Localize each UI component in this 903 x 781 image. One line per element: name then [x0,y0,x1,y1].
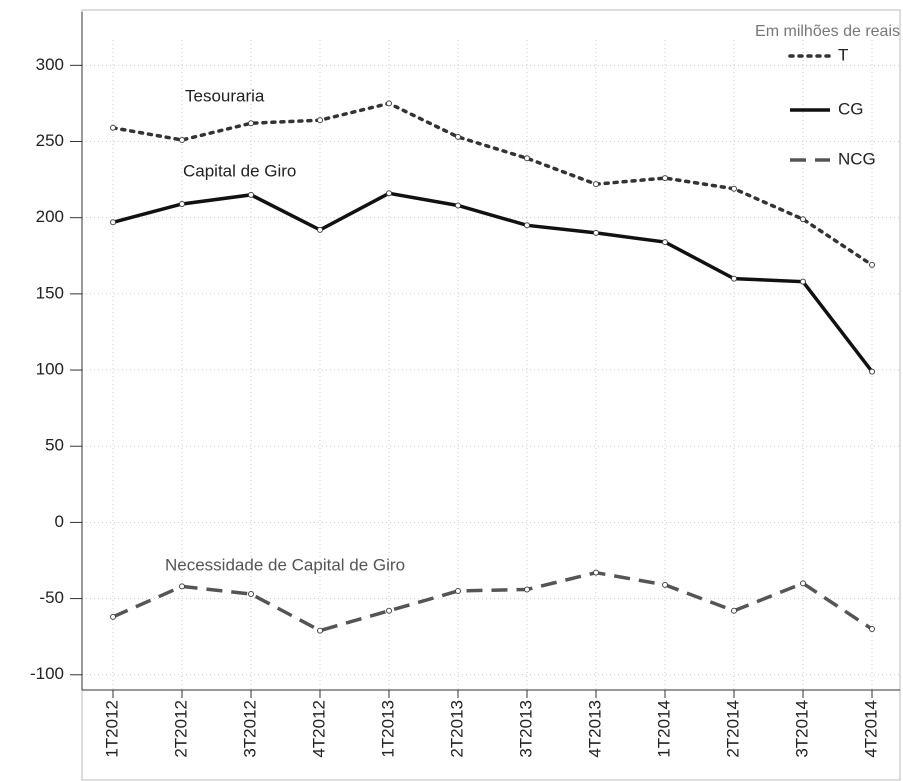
subtitle: Em milhões de reais [755,23,900,40]
point [110,613,116,620]
point [662,239,668,246]
annotation: Necessidade de Capital de Giro [165,555,405,574]
x-tick-label: 4T2014 [861,700,880,758]
x-tick-label: 1T2014 [654,700,673,758]
point [662,175,668,182]
plot-frame [81,9,901,781]
point [386,100,392,107]
point [731,607,737,614]
point [179,200,185,207]
x-tick-label: 1T2013 [378,700,397,758]
x-tick-label: 3T2014 [792,700,811,758]
point [110,124,116,131]
point [248,591,254,598]
x-tick-label: 3T2012 [240,700,259,758]
point [386,607,392,614]
point [179,136,185,143]
point [455,202,461,209]
series-line [112,191,874,373]
point [179,583,185,590]
y-tick-label: 50 [45,436,64,455]
point [800,580,806,587]
legend-label: CG [838,99,864,118]
x-tick-label: 2T2013 [447,700,466,758]
series-line [111,101,874,267]
y-tick-label: 300 [36,55,64,74]
point [731,275,737,282]
point [524,586,530,593]
x-tick-label: 2T2012 [171,700,190,758]
point [455,133,461,140]
point [317,627,323,634]
point [869,626,875,633]
y-tick-label: 0 [55,512,64,531]
point [869,368,875,375]
point [317,226,323,233]
legend-label: NCG [838,149,876,168]
point [800,278,806,285]
point [317,117,323,124]
point [593,181,599,188]
x-tick-label: 4T2013 [585,700,604,758]
point [524,155,530,162]
legend-label: T [838,45,848,64]
point [455,587,461,594]
point [593,229,599,236]
y-tick-label: 250 [36,131,64,150]
point [731,185,737,192]
annotation: Tesouraria [185,86,265,105]
y-tick-label: 150 [36,283,64,302]
point [593,569,599,576]
point [386,190,392,197]
x-tick-label: 1T2012 [102,700,121,758]
y-tick-label: -50 [39,588,64,607]
x-tick-label: 3T2013 [516,700,535,758]
point [110,219,116,226]
x-tick-label: 2T2014 [723,700,742,758]
point [869,261,875,268]
x-tick-label: 4T2012 [309,700,328,758]
y-tick-label: 200 [36,207,64,226]
y-tick-label: 100 [36,360,64,379]
point [248,120,254,127]
point [800,216,806,223]
series-line [112,570,873,633]
point [524,222,530,229]
annotation: Capital de Giro [183,161,296,180]
y-tick-label: -100 [30,664,64,683]
point [662,581,668,588]
point [248,191,254,198]
